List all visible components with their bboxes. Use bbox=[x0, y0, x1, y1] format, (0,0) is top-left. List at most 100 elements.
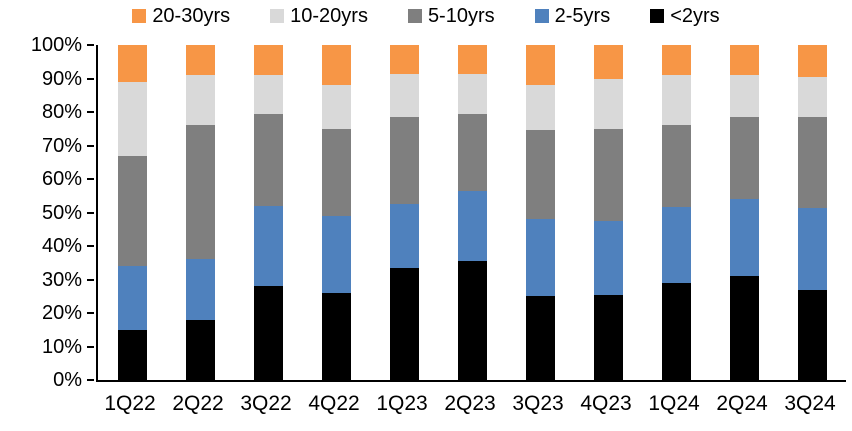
bar-segment-2-5yrs bbox=[117, 266, 147, 330]
bar-segment-2-5yrs bbox=[729, 199, 759, 277]
bar-segment-10-20yrs bbox=[321, 85, 351, 129]
bar-segment-2-5yrs bbox=[253, 205, 283, 287]
x-axis-label-4q23: 4Q23 bbox=[580, 392, 632, 415]
legend-label: 5-10yrs bbox=[427, 4, 495, 27]
y-axis-tick bbox=[87, 111, 94, 113]
bar-segment--2yrs bbox=[729, 276, 759, 380]
bar-slot-2q23 bbox=[438, 45, 506, 380]
bar-slot-2q22 bbox=[166, 45, 234, 380]
x-axis-labels: 1Q22 2Q22 3Q22 4Q22 1Q23 2Q23 3Q23 4Q23 1Q24 2Q24… bbox=[96, 392, 844, 416]
x-axis-label-1q24: 1Q24 bbox=[648, 392, 700, 415]
y-axis-tick-label: 20% bbox=[41, 302, 82, 324]
bar-segment-20-30yrs bbox=[525, 45, 555, 86]
bar-slot-1q23 bbox=[370, 45, 438, 380]
y-axis-tick bbox=[87, 245, 94, 247]
bar-slot-4q23 bbox=[574, 45, 642, 380]
stacked-bar-1q22 bbox=[117, 45, 147, 380]
chart-legend: 20-30yrs 10-20yrs 5-10yrs 2-5yrs <2yrs bbox=[0, 2, 852, 30]
bar-segment-5-10yrs bbox=[593, 128, 623, 221]
bar-segment-2-5yrs bbox=[389, 204, 419, 268]
bar-segment-10-20yrs bbox=[185, 75, 215, 126]
bar-segment-10-20yrs bbox=[389, 73, 419, 118]
y-axis-tick bbox=[87, 211, 94, 214]
legend-label: <2yrs bbox=[670, 4, 720, 27]
y-axis-tick-label: 10% bbox=[41, 335, 82, 358]
bar-slot-1q24 bbox=[642, 45, 710, 380]
bar-slot-4q22 bbox=[302, 45, 370, 380]
bar-segment--2yrs bbox=[797, 289, 827, 380]
bar-segment--2yrs bbox=[321, 292, 351, 380]
y-axis-tick bbox=[87, 178, 94, 180]
y-axis-tick-label: 80% bbox=[41, 101, 82, 123]
y-axis-tick bbox=[87, 77, 94, 80]
bar-segment--2yrs bbox=[457, 261, 487, 380]
bar-segment-5-10yrs bbox=[389, 117, 419, 205]
bar-segment-10-20yrs bbox=[729, 75, 759, 118]
stacked-bar-2q22 bbox=[185, 45, 215, 380]
stacked-bar-1q23 bbox=[389, 45, 419, 380]
bar-segment--2yrs bbox=[117, 329, 147, 380]
bar-segment-2-5yrs bbox=[661, 207, 691, 283]
bar-segment--2yrs bbox=[253, 286, 283, 380]
x-axis-label-1q22: 1Q22 bbox=[104, 392, 156, 415]
stacked-bar-2q23 bbox=[457, 45, 487, 380]
bar-segment-5-10yrs bbox=[117, 155, 147, 267]
stacked-bar-4q22 bbox=[321, 45, 351, 380]
bar-segment-20-30yrs bbox=[593, 45, 623, 79]
bar-segment-5-10yrs bbox=[797, 117, 827, 208]
bar-segment-2-5yrs bbox=[525, 219, 555, 297]
bar-segment-20-30yrs bbox=[389, 45, 419, 74]
bar-segment-5-10yrs bbox=[457, 113, 487, 191]
y-axis-tick-label: 100% bbox=[30, 34, 82, 56]
legend-swatch-icon bbox=[132, 9, 147, 23]
bar-segment-5-10yrs bbox=[729, 117, 759, 200]
bar-segment-5-10yrs bbox=[253, 113, 283, 206]
bar-segment--2yrs bbox=[593, 294, 623, 380]
y-axis-tick bbox=[87, 278, 94, 281]
y-axis-tick bbox=[87, 144, 94, 147]
bar-segment-20-30yrs bbox=[661, 45, 691, 76]
bar-slot-3q24 bbox=[778, 45, 846, 380]
bar-segment-2-5yrs bbox=[457, 190, 487, 262]
stacked-bar-3q22 bbox=[253, 45, 283, 380]
bar-segment-10-20yrs bbox=[525, 85, 555, 131]
bar-slot-1q22 bbox=[98, 45, 166, 380]
legend-label: 20-30yrs bbox=[152, 4, 231, 27]
legend-swatch-icon bbox=[407, 9, 422, 23]
bar-segment-10-20yrs bbox=[117, 81, 147, 156]
stacked-bar-3q24 bbox=[797, 45, 827, 380]
stacked-bar-4q23 bbox=[593, 45, 623, 380]
bar-segment-10-20yrs bbox=[457, 73, 487, 114]
bar-segment--2yrs bbox=[389, 267, 419, 380]
bar-slot-3q23 bbox=[506, 45, 574, 380]
bar-segment--2yrs bbox=[661, 282, 691, 380]
bar-segment-10-20yrs bbox=[593, 78, 623, 129]
y-axis-tick-label: 30% bbox=[41, 268, 82, 291]
y-axis-tick bbox=[87, 379, 94, 381]
x-axis-label-3q24: 3Q24 bbox=[784, 392, 836, 415]
bar-segment-2-5yrs bbox=[321, 215, 351, 293]
y-axis-tick-label: 40% bbox=[41, 235, 82, 257]
y-axis-tick-label: 90% bbox=[41, 67, 82, 90]
y-axis-tick bbox=[87, 312, 94, 314]
bar-segment-20-30yrs bbox=[117, 45, 147, 82]
bar-segment-20-30yrs bbox=[185, 45, 215, 76]
legend-item--2yrs: <2yrs bbox=[650, 4, 720, 28]
stacked-bar-3q23 bbox=[525, 45, 555, 380]
bar-segment-20-30yrs bbox=[729, 45, 759, 76]
bar-series-container bbox=[98, 45, 846, 380]
legend-label: 2-5yrs bbox=[554, 4, 611, 27]
y-axis-tick bbox=[87, 44, 94, 46]
legend-swatch-icon bbox=[650, 9, 665, 23]
bar-segment--2yrs bbox=[185, 319, 215, 380]
x-axis-label-4q22: 4Q22 bbox=[308, 392, 360, 415]
bar-segment-2-5yrs bbox=[593, 220, 623, 295]
y-axis-tick-label: 50% bbox=[41, 201, 82, 224]
bar-segment-10-20yrs bbox=[797, 76, 827, 118]
bar-segment-20-30yrs bbox=[321, 45, 351, 86]
bar-segment-5-10yrs bbox=[661, 125, 691, 208]
bar-segment-20-30yrs bbox=[253, 45, 283, 76]
y-axis-tick-label: 0% bbox=[53, 369, 82, 391]
x-axis-label-1q23: 1Q23 bbox=[376, 392, 428, 415]
